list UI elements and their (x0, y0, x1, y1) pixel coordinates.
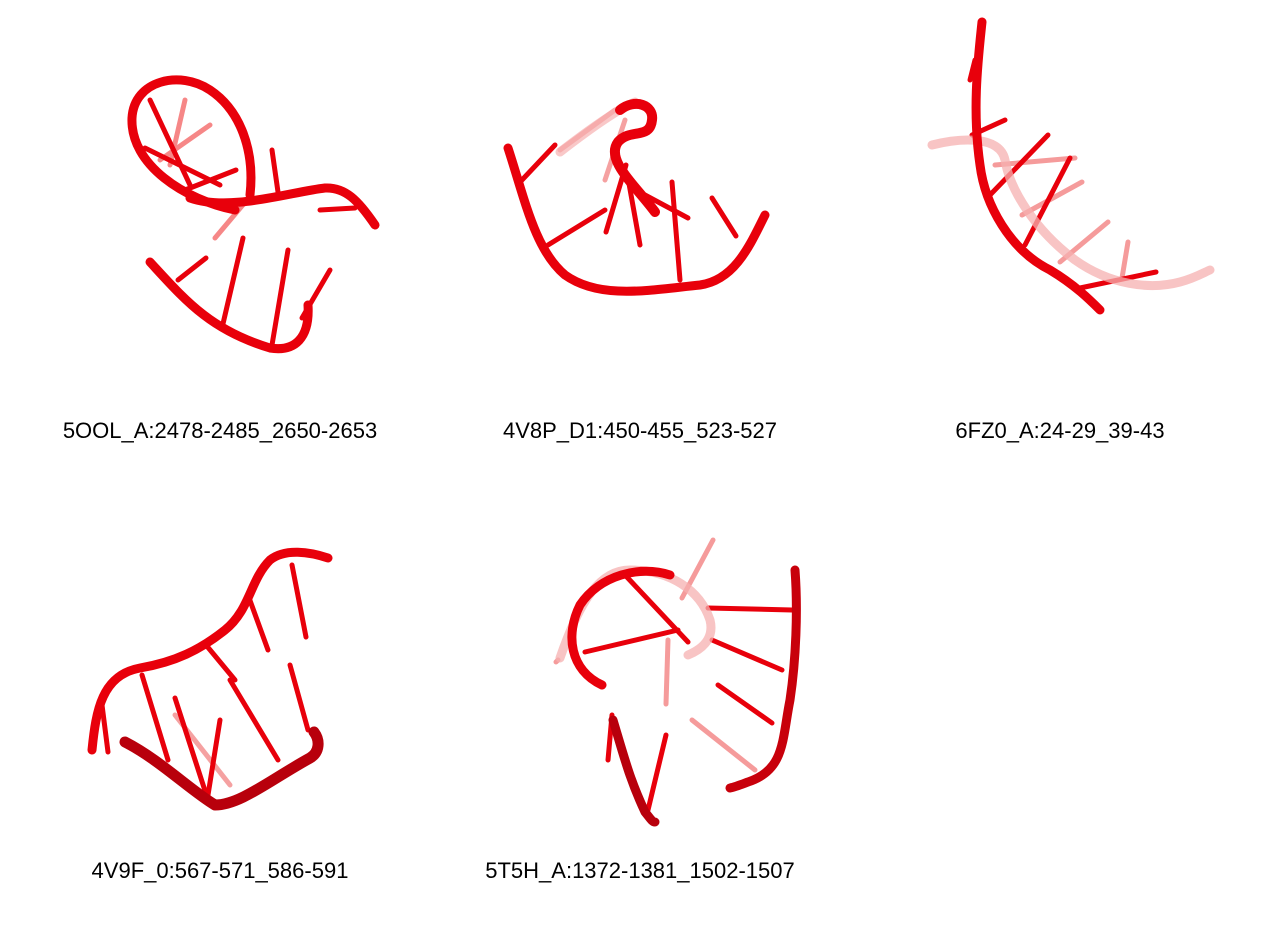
structure-panel-1: 5OOL_A:2478-2485_2650-2653 (10, 0, 430, 443)
structure-panel-5: 5T5H_A:1372-1381_1502-1507 (430, 440, 850, 883)
rna-structure-image-5 (553, 537, 801, 827)
structure-caption-1: 5OOL_A:2478-2485_2650-2653 (62, 418, 378, 443)
rna-structure-image-3 (927, 17, 1215, 315)
structure-panel-3: 6FZ0_A:24-29_39-43 (850, 0, 1270, 443)
structure-caption-5: 5T5H_A:1372-1381_1502-1507 (485, 858, 795, 883)
rna-structure-image-2 (503, 97, 770, 296)
rna-structure-image-4 (87, 547, 333, 811)
structure-caption-2: 4V8P_D1:450-455_523-527 (502, 418, 777, 443)
structure-panel-4: 4V9F_0:567-571_586-591 (10, 440, 430, 883)
structure-caption-4: 4V9F_0:567-571_586-591 (91, 858, 349, 883)
rna-structure-image-1 (127, 75, 380, 354)
structure-caption-3: 6FZ0_A:24-29_39-43 (955, 418, 1165, 443)
structure-panel-2: 4V8P_D1:450-455_523-527 (430, 0, 850, 443)
